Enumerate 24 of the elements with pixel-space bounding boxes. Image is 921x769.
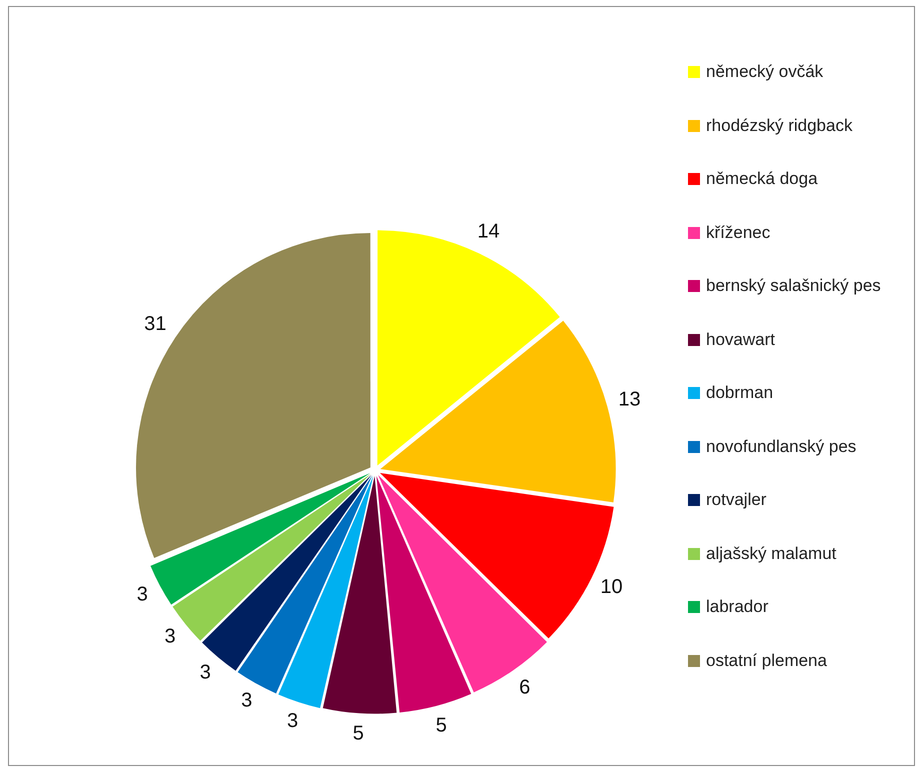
data-label: 3 (136, 584, 148, 606)
data-label: 3 (200, 661, 211, 684)
legend-label: novofundlanský pes (706, 436, 856, 456)
legend-label: aljašský malamut (706, 544, 836, 564)
legend-label: rhodézský ridgback (706, 116, 852, 136)
data-label: 6 (519, 676, 530, 698)
legend-label: hovawart (706, 330, 775, 350)
data-label: 10 (600, 576, 623, 598)
data-label: 14 (477, 220, 500, 243)
legend-label: kříženec (706, 222, 770, 242)
legend-label: dobrman (706, 383, 774, 403)
data-label: 3 (164, 625, 176, 648)
legend-label: rotvajler (706, 490, 766, 510)
data-label: 31 (144, 312, 166, 335)
data-label: 3 (287, 710, 298, 732)
data-label: 13 (618, 388, 641, 411)
legend-label: německý ovčák (706, 62, 824, 82)
legend-label: bernský salašnický pes (706, 276, 881, 296)
legend-label: labrador (706, 597, 768, 617)
legend-label: ostatní plemena (706, 650, 827, 670)
legend-label: německá doga (706, 169, 818, 189)
data-label: 3 (241, 690, 252, 712)
data-label: 5 (436, 714, 447, 737)
data-label: 5 (352, 722, 364, 744)
